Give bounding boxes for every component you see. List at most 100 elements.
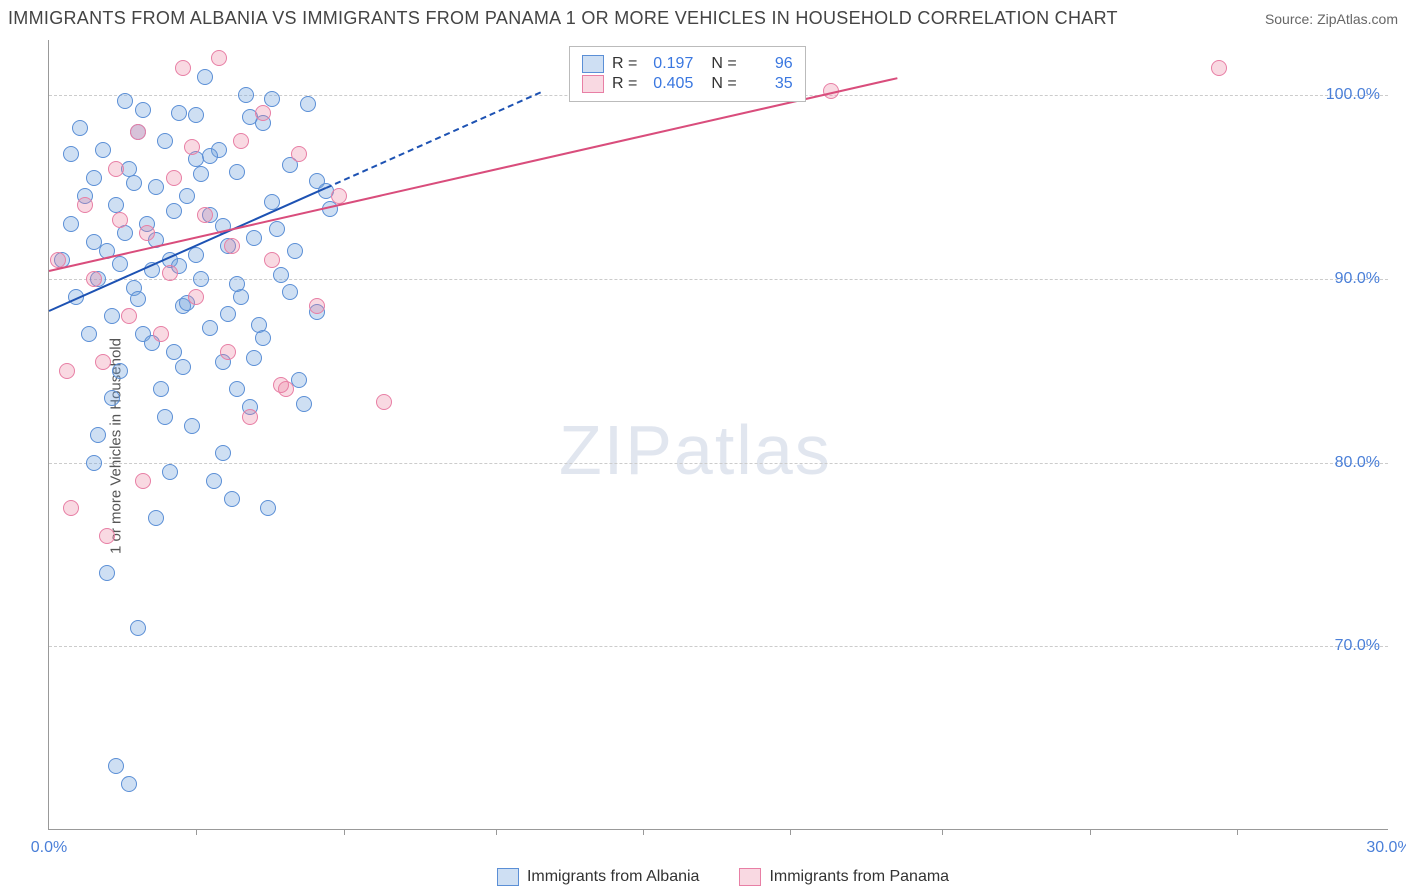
data-point	[121, 776, 137, 792]
data-point	[282, 284, 298, 300]
data-point	[121, 308, 137, 324]
scatter-plot: ZIPatlas 70.0%80.0%90.0%100.0%0.0%30.0%R…	[48, 40, 1388, 830]
data-point	[202, 148, 218, 164]
title-bar: IMMIGRANTS FROM ALBANIA VS IMMIGRANTS FR…	[8, 8, 1398, 29]
data-point	[90, 427, 106, 443]
x-tick-mark	[344, 829, 345, 835]
data-point	[273, 267, 289, 283]
source-label: Source: ZipAtlas.com	[1265, 11, 1398, 27]
data-point	[264, 91, 280, 107]
data-point	[108, 197, 124, 213]
data-point	[99, 565, 115, 581]
data-point	[188, 107, 204, 123]
data-point	[179, 188, 195, 204]
data-point	[246, 230, 262, 246]
data-point	[104, 390, 120, 406]
data-point	[166, 344, 182, 360]
data-point	[108, 758, 124, 774]
data-point	[238, 87, 254, 103]
data-point	[229, 164, 245, 180]
data-point	[130, 620, 146, 636]
n-label: N =	[711, 75, 736, 93]
data-point	[63, 216, 79, 232]
data-point	[166, 203, 182, 219]
data-point	[77, 197, 93, 213]
data-point	[264, 252, 280, 268]
legend-label-panama: Immigrants from Panama	[769, 868, 949, 886]
data-point	[202, 320, 218, 336]
data-point	[95, 354, 111, 370]
data-point	[376, 394, 392, 410]
data-point	[153, 326, 169, 342]
gridline-h	[49, 646, 1388, 647]
data-point	[130, 124, 146, 140]
x-tick-mark	[196, 829, 197, 835]
data-point	[211, 50, 227, 66]
data-point	[224, 238, 240, 254]
data-point	[117, 93, 133, 109]
n-value: 35	[743, 75, 793, 93]
legend-item-panama: Immigrants from Panama	[739, 868, 949, 886]
trendline-projection	[326, 92, 541, 189]
data-point	[242, 409, 258, 425]
swatch	[582, 55, 604, 73]
x-tick-mark	[942, 829, 943, 835]
stats-legend: R =0.197N =96R =0.405N =35	[569, 46, 806, 102]
data-point	[287, 243, 303, 259]
y-tick-label: 90.0%	[1335, 270, 1380, 288]
data-point	[86, 170, 102, 186]
data-point	[135, 102, 151, 118]
gridline-h	[49, 463, 1388, 464]
data-point	[130, 291, 146, 307]
legend-item-albania: Immigrants from Albania	[497, 868, 700, 886]
data-point	[188, 289, 204, 305]
data-point	[220, 344, 236, 360]
data-point	[193, 271, 209, 287]
data-point	[197, 207, 213, 223]
data-point	[291, 372, 307, 388]
stats-legend-row: R =0.405N =35	[582, 75, 793, 93]
data-point	[135, 473, 151, 489]
data-point	[184, 139, 200, 155]
r-value: 0.405	[643, 75, 693, 93]
data-point	[86, 455, 102, 471]
data-point	[246, 350, 262, 366]
x-tick-mark	[643, 829, 644, 835]
data-point	[175, 60, 191, 76]
data-point	[171, 105, 187, 121]
data-point	[255, 105, 271, 121]
y-tick-label: 100.0%	[1326, 86, 1380, 104]
data-point	[224, 491, 240, 507]
r-label: R =	[612, 55, 637, 73]
data-point	[139, 225, 155, 241]
data-point	[184, 418, 200, 434]
data-point	[112, 212, 128, 228]
bottom-legend: Immigrants from Albania Immigrants from …	[48, 866, 1398, 888]
data-point	[300, 96, 316, 112]
data-point	[157, 409, 173, 425]
data-point	[273, 377, 289, 393]
data-point	[108, 161, 124, 177]
data-point	[81, 326, 97, 342]
data-point	[162, 464, 178, 480]
data-point	[309, 298, 325, 314]
data-point	[233, 133, 249, 149]
chart-title: IMMIGRANTS FROM ALBANIA VS IMMIGRANTS FR…	[8, 8, 1118, 29]
y-tick-label: 80.0%	[1335, 454, 1380, 472]
data-point	[255, 330, 271, 346]
x-tick-mark	[790, 829, 791, 835]
data-point	[269, 221, 285, 237]
data-point	[197, 69, 213, 85]
data-point	[157, 133, 173, 149]
legend-label-albania: Immigrants from Albania	[527, 868, 700, 886]
n-value: 96	[743, 55, 793, 73]
swatch-panama	[739, 868, 761, 886]
gridline-h	[49, 279, 1388, 280]
x-tick-mark	[1237, 829, 1238, 835]
data-point	[148, 510, 164, 526]
data-point	[215, 445, 231, 461]
watermark: ZIPatlas	[559, 410, 832, 490]
data-point	[112, 256, 128, 272]
data-point	[162, 265, 178, 281]
data-point	[291, 146, 307, 162]
